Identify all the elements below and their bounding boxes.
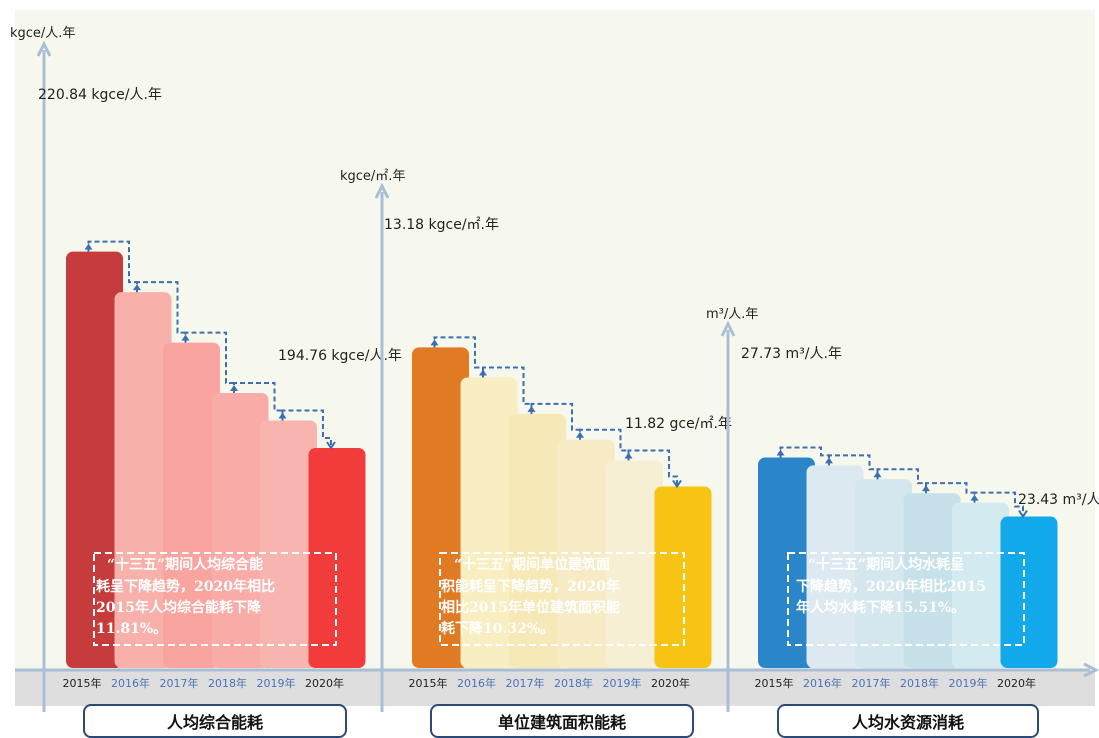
x-tick-label: 2016年 (457, 676, 496, 690)
x-axis-arrow (1083, 662, 1099, 678)
x-tick-label: 2018年 (900, 676, 939, 690)
y-axis-arrow (720, 320, 736, 337)
note-line: 耗下降10.32%。 (441, 620, 554, 637)
y-axis-arrow (374, 182, 390, 199)
data-label-first: 27.73 m³/人.年 (741, 346, 842, 362)
section-title: 人均综合能耗 (167, 713, 263, 732)
trend-marker (922, 485, 930, 492)
data-label-last: 11.82 gce/㎡.年 (625, 416, 732, 432)
data-label-last: 194.76 kgce/人.年 (278, 348, 402, 364)
bar-2019年 (606, 460, 663, 668)
trend-arrow-end (326, 441, 336, 450)
note-line: 下降趋势，2020年相比2015 (796, 578, 986, 595)
x-tick-label: 2015年 (755, 676, 794, 690)
trend-connector (530, 402, 581, 440)
trend-arrow-end (1018, 509, 1028, 519)
note-box (439, 552, 685, 646)
trend-marker (873, 471, 882, 478)
x-tick-label: 2016年 (803, 676, 842, 690)
trend-marker (430, 339, 439, 346)
bar-2017年 (509, 413, 566, 668)
panel-1: kgce/人.年 220.84 kgce/人.年 194.76 kgce/人.年 “十… (10, 26, 402, 738)
note-line: 积能耗呈下降趋势，2020年 (441, 578, 620, 595)
x-tick-label: 2019年 (257, 676, 296, 690)
trend-marker (576, 431, 584, 438)
bar-2015年 (758, 457, 815, 668)
bar-2019年 (260, 420, 317, 668)
bar-2016年 (114, 292, 172, 668)
section-title-box (777, 704, 1039, 738)
note-line: “十三五”期间人均水耗呈 (808, 556, 964, 573)
bar-2015年 (412, 347, 469, 668)
baseline-band (15, 670, 1095, 706)
trend-connector (973, 491, 1024, 517)
trend-marker (84, 243, 93, 250)
section-title: 单位建筑面积能耗 (498, 713, 626, 732)
x-tick-label: 2018年 (554, 676, 593, 690)
panel-2: kgce/㎡.年 13.18 kgce/㎡.年 11.82 gce/㎡.年 “十三五”… (340, 169, 732, 738)
trend-connector (184, 331, 235, 393)
trend-marker (624, 452, 633, 459)
y-axis-unit-label: m³/人.年 (706, 307, 758, 322)
panel-3: m³/人.年 27.73 m³/人.年 23.43 m³/人.年 “十三五”期间人均水… (706, 307, 1099, 738)
x-tick-label: 2020年 (651, 676, 690, 690)
x-tick-label: 2020年 (997, 676, 1036, 690)
x-tick-label: 2015年 (63, 676, 102, 690)
trend-connector (233, 382, 284, 421)
trend-marker (776, 449, 785, 456)
x-tick-label: 2017年 (852, 676, 891, 690)
section-title: 人均水资源消耗 (852, 713, 964, 732)
trend-marker (278, 412, 287, 419)
trend-connector (925, 482, 976, 503)
section-title-box (83, 704, 347, 738)
x-tick-label: 2015年 (409, 676, 448, 690)
section-title-box (430, 704, 694, 738)
data-label-first: 13.18 kgce/㎡.年 (384, 217, 499, 233)
note-line: 2015年人均综合能耗下降 (96, 599, 262, 616)
note-box (93, 552, 337, 646)
x-tick-label: 2017年 (160, 676, 199, 690)
bar-2018年 (903, 493, 961, 668)
trend-connector (136, 281, 187, 343)
y-axis-arrow (36, 40, 52, 57)
x-tick-label: 2019年 (949, 676, 988, 690)
bar-2016年 (460, 377, 518, 668)
bar-2017年 (855, 479, 912, 668)
note-line: “十三五”期间人均综合能 (107, 556, 263, 573)
note-line: 耗呈下降趋势，2020年相比 (96, 578, 275, 595)
x-tick-label: 2017年 (506, 676, 545, 690)
trend-connector (627, 449, 678, 487)
bar-2016年 (806, 465, 864, 668)
trend-marker (479, 369, 487, 376)
trend-connector (281, 409, 332, 448)
trend-marker (825, 457, 833, 464)
trend-marker (230, 385, 238, 391)
trend-marker (181, 334, 190, 341)
note-line: 11.81%。 (96, 621, 167, 637)
data-label-last: 23.43 m³/人.年 (1018, 492, 1099, 508)
bar-2015年 (66, 251, 123, 668)
x-tick-label: 2020年 (305, 676, 344, 690)
x-tick-label: 2018年 (208, 676, 247, 690)
bar-2017年 (163, 342, 220, 668)
trend-marker (970, 494, 979, 501)
x-tick-label: 2019年 (603, 676, 642, 690)
y-axis-unit-label: kgce/㎡.年 (340, 169, 405, 184)
trend-arrow-end (672, 479, 682, 489)
bar-2019年 (952, 502, 1009, 668)
trend-marker (133, 284, 141, 291)
data-label-first: 220.84 kgce/人.年 (38, 87, 162, 103)
note-line: 相比2015年单位建筑面积能 (441, 599, 620, 616)
bar-2020年 (1000, 516, 1058, 668)
note-line: “十三五”期间单位建筑面 (454, 556, 610, 573)
note-line: 年人均水耗下降15.51%。 (796, 599, 965, 616)
bar-2018年 (211, 393, 269, 668)
y-axis-unit-label: kgce/人.年 (10, 26, 75, 41)
note-box (787, 552, 1025, 646)
x-tick-label: 2016年 (111, 676, 150, 690)
trend-marker (527, 405, 536, 412)
